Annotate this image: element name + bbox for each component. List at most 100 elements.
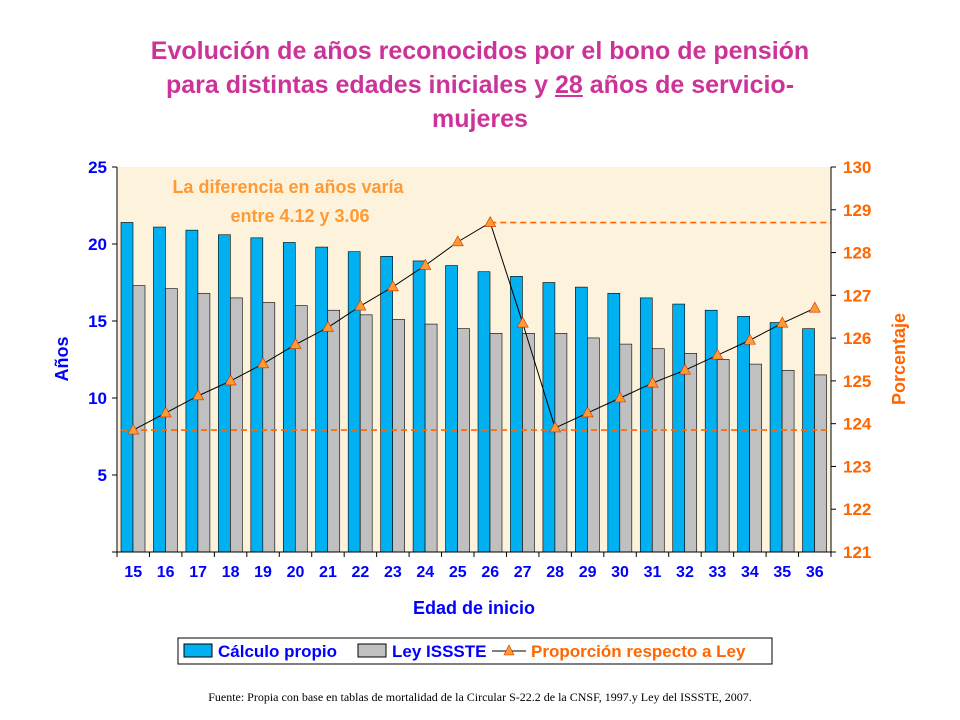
x-tick-label-27: 27 — [514, 564, 532, 581]
bar-calculo-propio-31 — [639, 297, 653, 553]
marker-proporcion-16 — [159, 406, 172, 418]
marker-proporcion-26 — [484, 215, 497, 227]
x-tick-label-16: 16 — [157, 564, 175, 581]
y-tick-label-15: 15 — [88, 312, 107, 331]
legend-label-proporcion: Proporción respecto a Ley — [531, 642, 746, 661]
y-tick-label-10: 10 — [88, 389, 107, 408]
bar-ley-issste-25 — [457, 328, 470, 553]
x-tick-label-35: 35 — [773, 564, 791, 581]
x-tick-label-33: 33 — [709, 564, 727, 581]
bar-calculo-propio-23 — [380, 256, 393, 553]
x-tick-label-29: 29 — [579, 564, 597, 581]
marker-proporcion-15 — [127, 423, 140, 435]
bar-ley-issste-36 — [814, 374, 827, 553]
x-axis-title: Edad de inicio — [413, 598, 535, 618]
bar-ley-issste-28 — [554, 333, 568, 553]
y2-tick-label-128: 128 — [843, 244, 871, 263]
bar-ley-issste-27 — [522, 333, 535, 553]
bar-calculo-propio-18 — [218, 234, 231, 553]
left-axis-ticks: 5 10 15 20 25 — [88, 158, 117, 553]
marker-proporcion-17 — [192, 389, 205, 401]
line-series-group — [127, 215, 821, 435]
x-tick-label-19: 19 — [254, 564, 272, 581]
legend-label-calculo-propio: Cálculo propio — [218, 642, 337, 661]
x-tick-label-20: 20 — [287, 564, 305, 581]
bar-ley-issste-29 — [587, 337, 600, 553]
bar-calculo-propio-24 — [412, 260, 426, 553]
marker-proporcion-19 — [257, 357, 270, 369]
bar-ley-issste-15 — [132, 285, 146, 553]
x-tick-label-22: 22 — [352, 564, 370, 581]
x-tick-label-18: 18 — [222, 564, 240, 581]
x-tick-label-17: 17 — [189, 564, 207, 581]
x-tick-label-24: 24 — [416, 564, 434, 581]
x-tick-label-36: 36 — [806, 564, 824, 581]
x-tick-label-30: 30 — [611, 564, 629, 581]
x-tick-label-28: 28 — [546, 564, 564, 581]
x-tick-label-25: 25 — [449, 564, 467, 581]
y2-tick-label-125: 125 — [843, 372, 871, 391]
title-line-1: Evolución de años reconocidos por el bon… — [150, 37, 810, 65]
bar-ley-issste-19 — [262, 302, 276, 553]
legend-marker-sample — [503, 644, 515, 656]
annotation-line-1: La diferencia en años varía — [172, 177, 404, 197]
x-tick-label-21: 21 — [319, 564, 337, 581]
y-tick-label-25: 25 — [88, 158, 107, 177]
bar-calculo-propio-25 — [445, 265, 458, 553]
marker-proporcion-20 — [289, 337, 302, 349]
legend-label-ley-issste: Ley ISSSTE — [392, 642, 486, 661]
title-underlined-number: 28 — [555, 71, 583, 99]
y-tick-label-20: 20 — [88, 235, 107, 254]
marker-proporcion-35 — [776, 316, 789, 328]
marker-proporcion-32 — [678, 363, 691, 375]
bar-calculo-propio-28 — [542, 282, 556, 553]
x-tick-label-23: 23 — [384, 564, 402, 581]
title-line-2-prefix: para distintas edades iniciales y — [165, 71, 556, 99]
bar-ley-issste-33 — [716, 359, 730, 553]
bar-calculo-propio-33 — [704, 309, 718, 553]
marker-proporcion-29 — [581, 406, 594, 418]
bar-calculo-propio-36 — [802, 328, 815, 553]
bar-calculo-propio-29 — [575, 286, 588, 553]
x-axis-ticks: 15 16 17 18 19 20 21 22 23 24 25 26 27 28 29 30 31 32 33 34… — [116, 552, 832, 581]
y2-tick-label-121: 121 — [843, 543, 871, 562]
x-tick-label-32: 32 — [676, 564, 694, 581]
marker-proporcion-34 — [743, 333, 756, 345]
bar-calculo-propio-16 — [153, 226, 166, 553]
x-tick-label-26: 26 — [481, 564, 499, 581]
bar-calculo-propio-21 — [315, 246, 329, 553]
marker-proporcion-30 — [614, 391, 627, 403]
bar-calculo-propio-32 — [672, 303, 686, 553]
bar-calculo-propio-20 — [282, 242, 296, 553]
y2-tick-label-124: 124 — [843, 415, 872, 434]
y-tick-label-5: 5 — [98, 466, 107, 485]
bar-calculo-propio-34 — [737, 316, 750, 553]
y-axis-title: Años — [52, 337, 72, 382]
bar-calculo-propio-17 — [185, 229, 199, 553]
marker-proporcion-23 — [386, 280, 399, 292]
bar-ley-issste-16 — [165, 288, 178, 553]
source-footnote: Fuente: Propia con base en tablas de mor… — [208, 690, 752, 704]
marker-proporcion-24 — [419, 258, 432, 270]
bar-ley-issste-22 — [359, 314, 373, 553]
bar-calculo-propio-35 — [769, 322, 783, 553]
bar-ley-issste-23 — [392, 319, 405, 553]
chart-title: Evolución de años reconocidos por el bon… — [60, 34, 900, 136]
y2-tick-label-126: 126 — [843, 329, 871, 348]
marker-proporcion-18 — [224, 374, 237, 386]
bar-calculo-propio-26 — [477, 271, 491, 553]
right-axis-ticks: 121 122 123 124 125 126 127 128 129 130 — [831, 158, 872, 562]
y2-tick-label-130: 130 — [843, 158, 871, 177]
bar-ley-issste-26 — [489, 333, 503, 553]
legend-swatch-calculo-propio — [183, 643, 213, 658]
bar-ley-issste-21 — [327, 309, 341, 553]
bar-calculo-propio-22 — [347, 251, 361, 553]
title-line-2-suffix: años de servicio- — [582, 71, 795, 99]
bar-ley-issste-34 — [749, 363, 762, 553]
y2-tick-label-129: 129 — [843, 201, 871, 220]
bar-ley-issste-18 — [230, 297, 243, 553]
x-tick-label-31: 31 — [644, 564, 662, 581]
x-tick-label-15: 15 — [124, 564, 142, 581]
legend: Cálculo propio Ley ISSSTE Proporción res… — [177, 637, 773, 665]
